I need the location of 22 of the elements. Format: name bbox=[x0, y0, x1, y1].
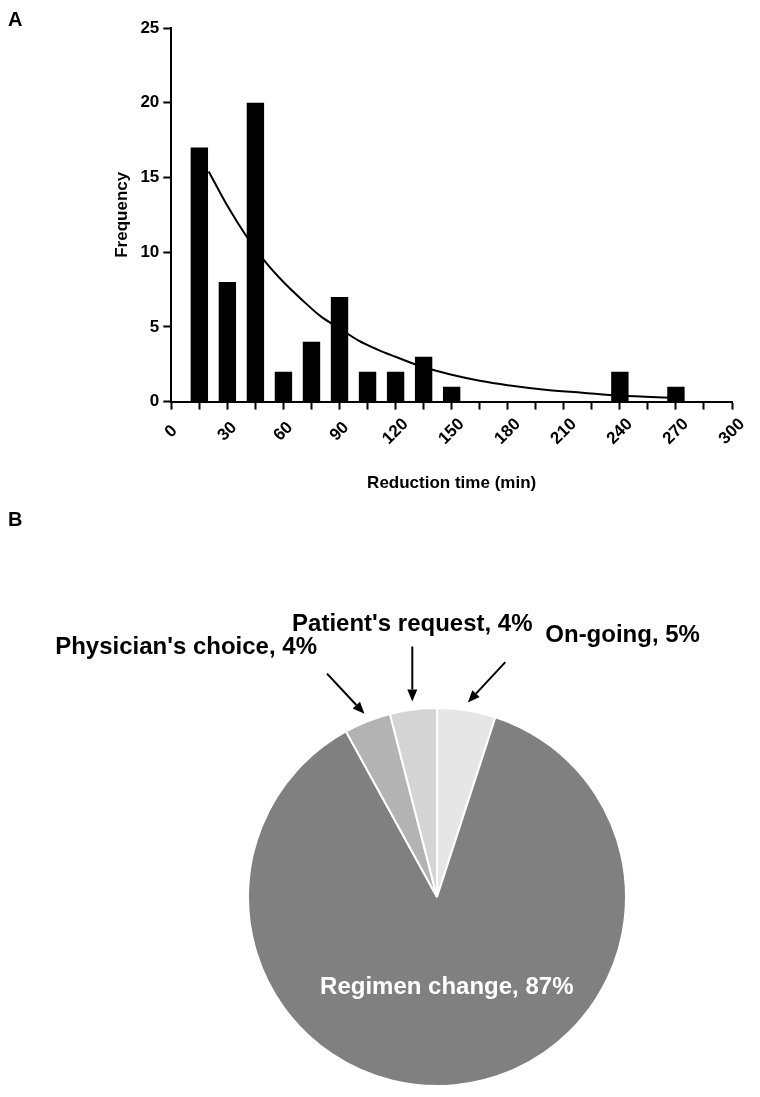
x-tick-label: 180 bbox=[490, 414, 524, 448]
slice-label: Regimen change, 87% bbox=[319, 972, 575, 1001]
x-tick-label: 240 bbox=[602, 414, 637, 448]
x-axis-title: Reduction time (min) bbox=[367, 473, 537, 493]
y-tick-label: 25 bbox=[140, 17, 160, 37]
x-tick-label: 120 bbox=[378, 414, 412, 448]
x-tick-label: 270 bbox=[658, 414, 693, 448]
y-axis-title: Frequency bbox=[111, 171, 131, 258]
y-tick-label: 5 bbox=[149, 316, 160, 336]
y-tick-label: 0 bbox=[149, 391, 160, 411]
x-tick-label: 90 bbox=[325, 417, 353, 445]
chart-title: B bbox=[8, 507, 23, 530]
y-tick-label: 10 bbox=[140, 241, 160, 261]
slice-label: On-going, 5% bbox=[545, 620, 700, 649]
x-tick-label: 300 bbox=[714, 414, 749, 448]
x-tick-label: 60 bbox=[269, 417, 297, 445]
x-tick-label: 30 bbox=[213, 417, 241, 445]
x-tick-label: 150 bbox=[434, 414, 468, 448]
y-tick-label: 20 bbox=[140, 92, 160, 112]
x-tick-label: 210 bbox=[546, 414, 580, 448]
chart-title: A bbox=[8, 7, 23, 30]
y-tick-label: 15 bbox=[140, 167, 160, 187]
